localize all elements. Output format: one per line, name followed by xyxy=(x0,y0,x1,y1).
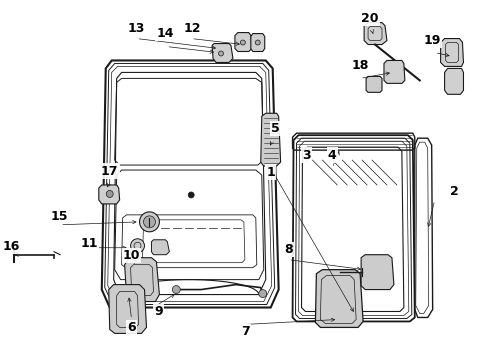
Polygon shape xyxy=(364,23,387,45)
Circle shape xyxy=(255,40,260,45)
Text: 10: 10 xyxy=(123,249,140,262)
Text: 18: 18 xyxy=(351,59,369,72)
Text: 5: 5 xyxy=(271,122,280,135)
Circle shape xyxy=(131,239,145,253)
Polygon shape xyxy=(151,240,170,255)
Polygon shape xyxy=(212,44,233,62)
Circle shape xyxy=(241,40,245,45)
Text: 9: 9 xyxy=(154,305,163,318)
Text: 20: 20 xyxy=(361,12,379,25)
Circle shape xyxy=(144,216,155,228)
Polygon shape xyxy=(444,68,464,94)
Text: 3: 3 xyxy=(302,149,311,162)
Circle shape xyxy=(219,51,223,56)
Text: 12: 12 xyxy=(183,22,201,35)
Polygon shape xyxy=(316,270,363,328)
Polygon shape xyxy=(99,185,120,204)
Text: 14: 14 xyxy=(157,27,174,40)
Polygon shape xyxy=(384,60,405,84)
Text: 7: 7 xyxy=(242,325,250,338)
Text: 19: 19 xyxy=(424,34,441,47)
Polygon shape xyxy=(441,39,464,67)
Polygon shape xyxy=(124,258,159,302)
Text: 15: 15 xyxy=(50,210,68,223)
Polygon shape xyxy=(361,255,394,289)
Circle shape xyxy=(188,192,194,198)
Circle shape xyxy=(140,212,159,232)
Circle shape xyxy=(172,285,180,293)
Text: 2: 2 xyxy=(450,185,459,198)
Polygon shape xyxy=(261,113,281,166)
Text: 16: 16 xyxy=(2,240,20,253)
Text: 1: 1 xyxy=(267,166,275,179)
Text: 17: 17 xyxy=(101,165,119,177)
Text: 6: 6 xyxy=(127,321,136,334)
Polygon shape xyxy=(109,285,147,333)
Polygon shape xyxy=(251,33,265,51)
Text: 8: 8 xyxy=(284,243,293,256)
Polygon shape xyxy=(366,76,382,92)
Text: 4: 4 xyxy=(328,149,337,162)
Polygon shape xyxy=(235,32,252,51)
Circle shape xyxy=(259,289,267,298)
Circle shape xyxy=(106,190,113,197)
Text: 11: 11 xyxy=(80,237,98,250)
Text: 13: 13 xyxy=(128,22,145,35)
